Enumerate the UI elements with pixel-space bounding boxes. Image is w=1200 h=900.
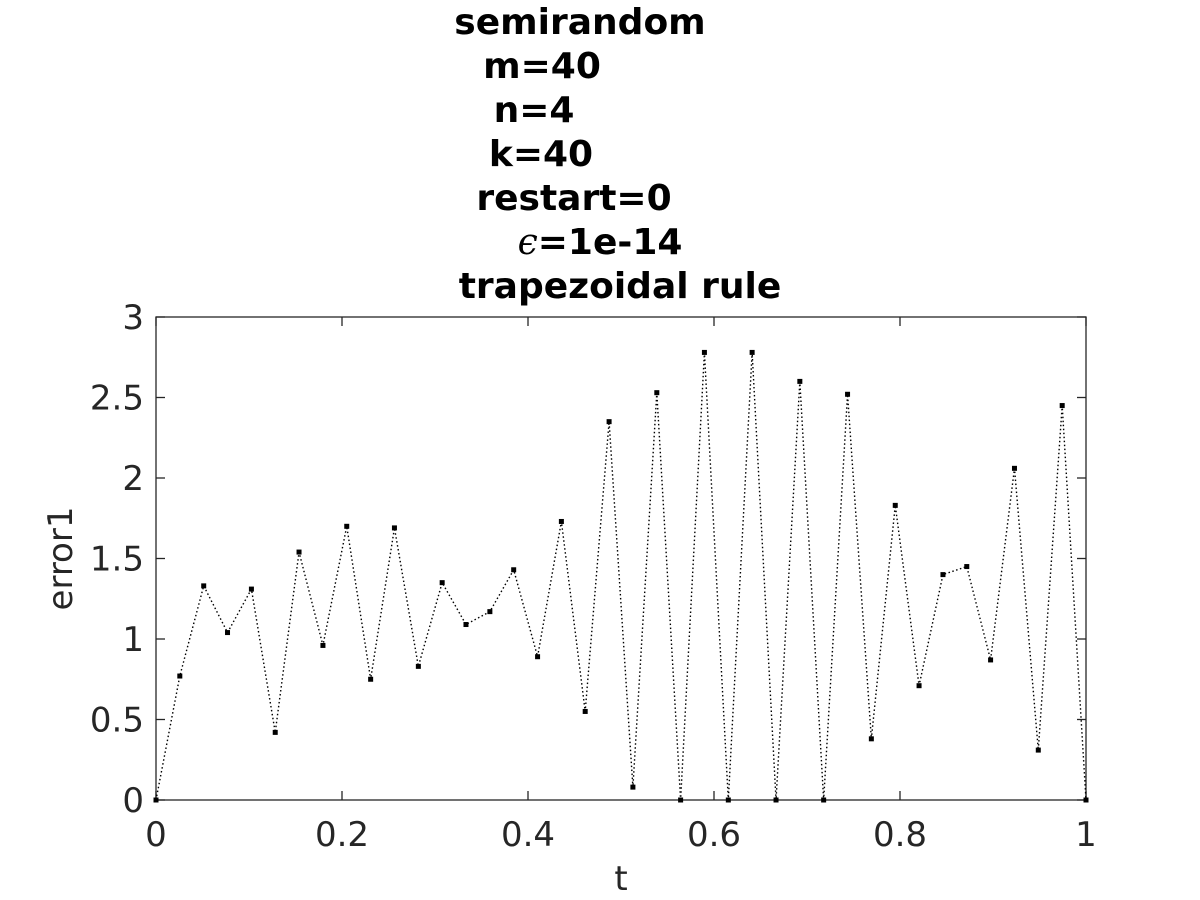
x-tick-label-3: 0.6 (687, 815, 741, 855)
x-axis-label: t (614, 859, 627, 899)
data-point-3 (225, 630, 231, 636)
data-point-23 (701, 349, 707, 355)
x-tick-label-1: 0.2 (315, 815, 369, 855)
data-point-27 (797, 378, 803, 384)
data-point-9 (368, 676, 374, 682)
data-point-30 (868, 736, 874, 742)
data-point-25 (749, 349, 755, 355)
title-line-0: semirandom (454, 2, 705, 43)
x-tick-label-5: 1 (1075, 815, 1097, 855)
data-point-28 (821, 797, 827, 803)
data-point-22 (678, 797, 684, 803)
data-point-38 (1059, 403, 1065, 409)
data-point-16 (535, 654, 541, 660)
data-point-33 (940, 572, 946, 578)
title-line-6: trapezoidal rule (459, 266, 782, 307)
plot-area (155, 316, 1087, 801)
y-tick-label-6: 3 (122, 298, 144, 338)
data-point-2 (201, 583, 207, 589)
data-point-13 (463, 622, 469, 628)
x-tick-label-4: 0.8 (873, 815, 927, 855)
data-point-7 (320, 642, 326, 648)
series-markers (153, 349, 1089, 803)
data-point-0 (153, 797, 159, 803)
data-point-8 (344, 523, 350, 529)
data-point-17 (558, 518, 564, 524)
data-point-4 (248, 586, 254, 592)
chart-title: semirandomm=40n=4k=40restart=0ϵ=1e-14tra… (454, 2, 781, 307)
y-tick-label-2: 1 (122, 620, 144, 660)
title-line-1: m=40 (483, 46, 601, 87)
data-point-34 (964, 564, 970, 570)
y-tick-label-5: 2.5 (90, 379, 144, 419)
data-point-32 (916, 683, 922, 689)
data-point-15 (511, 567, 517, 573)
tick-labels: 0 0.2 0.4 0.6 0.8 1 0 0.5 1 1.5 2 2.5 3 (90, 298, 1097, 855)
title-line-3: k=40 (489, 134, 593, 175)
axis-ticks (155, 316, 1087, 801)
data-point-31 (892, 502, 898, 508)
data-point-26 (773, 797, 779, 803)
data-point-36 (1011, 465, 1017, 471)
data-point-18 (582, 708, 588, 714)
data-point-6 (296, 549, 302, 555)
data-point-21 (654, 390, 660, 396)
data-point-39 (1083, 797, 1089, 803)
data-point-20 (630, 784, 636, 790)
data-point-35 (988, 657, 994, 663)
y-tick-label-0: 0 (122, 781, 144, 821)
title-line-2: n=4 (494, 90, 575, 131)
data-point-1 (177, 673, 183, 679)
data-point-11 (415, 663, 421, 669)
title-line-4: restart=0 (476, 178, 671, 219)
data-point-24 (725, 797, 731, 803)
y-tick-label-4: 2 (122, 459, 144, 499)
x-tick-label-2: 0.4 (501, 815, 555, 855)
data-point-10 (391, 525, 397, 531)
data-point-12 (439, 580, 445, 586)
y-tick-label-1: 0.5 (90, 701, 144, 741)
series-line (155, 352, 1087, 801)
data-point-29 (845, 391, 851, 397)
data-point-37 (1035, 747, 1041, 753)
data-point-19 (606, 419, 612, 425)
title-line-5: ϵ=1e-14 (518, 222, 683, 263)
y-tick-label-3: 1.5 (90, 540, 144, 580)
x-tick-label-0: 0 (145, 815, 167, 855)
data-point-14 (487, 609, 493, 615)
data-point-5 (272, 729, 278, 735)
y-axis-label: error1 (41, 507, 81, 611)
